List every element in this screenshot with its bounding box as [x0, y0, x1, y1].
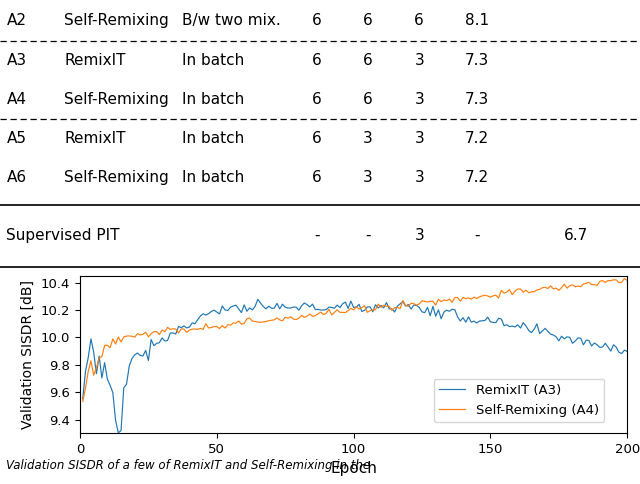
Text: 7.2: 7.2: [465, 170, 489, 185]
RemixIT (A3): [623, 348, 631, 354]
Text: Supervised PIT: Supervised PIT: [6, 228, 120, 242]
RemixIT (A3): [112, 417, 120, 423]
Text: Self-Remixing: Self-Remixing: [64, 92, 169, 107]
RemixIT (A3): [227, 304, 234, 310]
X-axis label: Epoch: Epoch: [330, 461, 377, 476]
Self-Remixing (A4): [577, 284, 584, 289]
Text: RemixIT: RemixIT: [64, 131, 125, 146]
Text: 3: 3: [363, 131, 373, 146]
RemixIT (A3): [115, 430, 122, 436]
Legend: RemixIT (A3), Self-Remixing (A4): RemixIT (A3), Self-Remixing (A4): [433, 378, 604, 422]
Self-Remixing (A4): [180, 326, 188, 332]
Text: 3: 3: [414, 131, 424, 146]
RemixIT (A3): [582, 337, 590, 343]
Self-Remixing (A4): [112, 341, 120, 347]
Text: 3: 3: [414, 170, 424, 185]
Text: Self-Remixing: Self-Remixing: [64, 14, 169, 29]
Text: 3: 3: [414, 92, 424, 107]
RemixIT (A3): [79, 396, 86, 402]
Text: 7.3: 7.3: [465, 92, 489, 107]
Text: A4: A4: [6, 92, 26, 107]
RemixIT (A3): [183, 325, 191, 331]
Text: 6: 6: [312, 14, 322, 29]
Text: A6: A6: [6, 170, 26, 185]
Text: In batch: In batch: [182, 131, 244, 146]
Text: In batch: In batch: [182, 53, 244, 68]
Text: 8.1: 8.1: [465, 14, 489, 29]
Text: 3: 3: [363, 170, 373, 185]
Text: 6: 6: [363, 92, 373, 107]
Text: 6.7: 6.7: [564, 228, 588, 242]
Line: Self-Remixing (A4): Self-Remixing (A4): [83, 278, 627, 402]
Text: 6: 6: [312, 131, 322, 146]
Self-Remixing (A4): [621, 275, 628, 281]
Text: B/w two mix.: B/w two mix.: [182, 14, 281, 29]
Text: 3: 3: [414, 228, 424, 242]
Text: In batch: In batch: [182, 170, 244, 185]
Text: A3: A3: [6, 53, 26, 68]
Text: -: -: [314, 228, 319, 242]
Text: In batch: In batch: [182, 92, 244, 107]
Self-Remixing (A4): [100, 342, 108, 348]
RemixIT (A3): [254, 297, 262, 302]
Text: 6: 6: [363, 53, 373, 68]
Text: 6: 6: [312, 92, 322, 107]
Self-Remixing (A4): [596, 278, 604, 284]
Text: Self-Remixing: Self-Remixing: [64, 170, 169, 185]
Text: 3: 3: [414, 53, 424, 68]
Text: Validation SISDR of a few of RemixIT and Self-Remixing in the: Validation SISDR of a few of RemixIT and…: [6, 459, 371, 472]
Text: 6: 6: [363, 14, 373, 29]
Text: 6: 6: [312, 170, 322, 185]
Text: -: -: [365, 228, 371, 242]
Text: A2: A2: [6, 14, 26, 29]
RemixIT (A3): [100, 360, 108, 365]
Text: -: -: [474, 228, 479, 242]
Self-Remixing (A4): [623, 277, 631, 283]
Y-axis label: Validation SISDR [dB]: Validation SISDR [dB]: [21, 280, 35, 429]
RemixIT (A3): [602, 340, 609, 346]
Self-Remixing (A4): [79, 399, 86, 405]
Text: RemixIT: RemixIT: [64, 53, 125, 68]
Line: RemixIT (A3): RemixIT (A3): [83, 300, 627, 433]
Text: A5: A5: [6, 131, 26, 146]
Text: 7.2: 7.2: [465, 131, 489, 146]
Self-Remixing (A4): [224, 322, 232, 328]
Text: 7.3: 7.3: [465, 53, 489, 68]
Text: 6: 6: [414, 14, 424, 29]
Text: 6: 6: [312, 53, 322, 68]
